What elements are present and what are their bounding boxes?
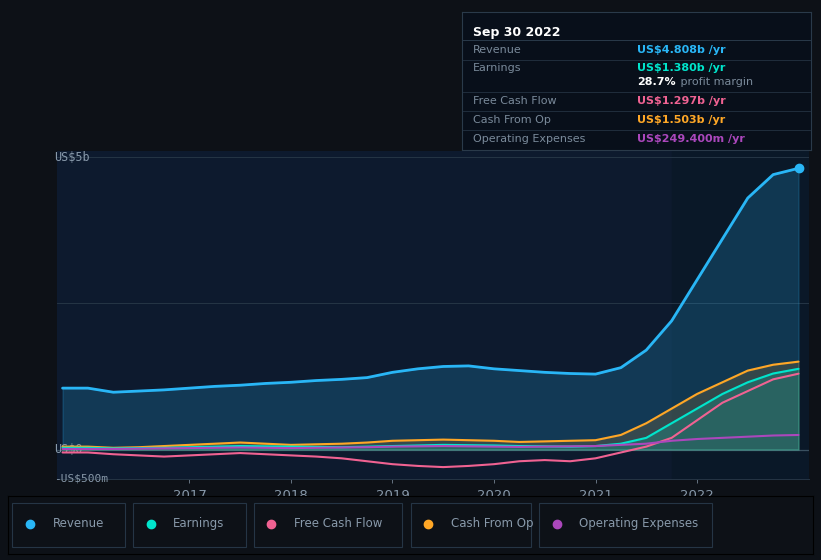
Text: -US$500m: -US$500m — [53, 474, 108, 484]
Text: Cash From Op: Cash From Op — [473, 115, 551, 125]
Text: Revenue: Revenue — [473, 45, 521, 55]
Text: US$0: US$0 — [53, 443, 82, 456]
Text: Free Cash Flow: Free Cash Flow — [294, 517, 383, 530]
Text: Earnings: Earnings — [473, 63, 521, 73]
Text: Revenue: Revenue — [53, 517, 103, 530]
Text: Earnings: Earnings — [173, 517, 224, 530]
Text: Free Cash Flow: Free Cash Flow — [473, 96, 557, 106]
Text: US$249.400m /yr: US$249.400m /yr — [637, 134, 745, 144]
Text: US$1.380b /yr: US$1.380b /yr — [637, 63, 725, 73]
Text: US$5b: US$5b — [53, 151, 89, 164]
Text: Operating Expenses: Operating Expenses — [473, 134, 585, 144]
Text: profit margin: profit margin — [677, 77, 753, 87]
Text: US$1.503b /yr: US$1.503b /yr — [637, 115, 725, 125]
Text: Sep 30 2022: Sep 30 2022 — [473, 26, 560, 39]
Text: Cash From Op: Cash From Op — [451, 517, 533, 530]
Text: 28.7%: 28.7% — [637, 77, 676, 87]
Text: US$4.808b /yr: US$4.808b /yr — [637, 45, 725, 55]
Text: US$1.297b /yr: US$1.297b /yr — [637, 96, 726, 106]
Bar — [672, 151, 809, 479]
Text: Operating Expenses: Operating Expenses — [580, 517, 699, 530]
